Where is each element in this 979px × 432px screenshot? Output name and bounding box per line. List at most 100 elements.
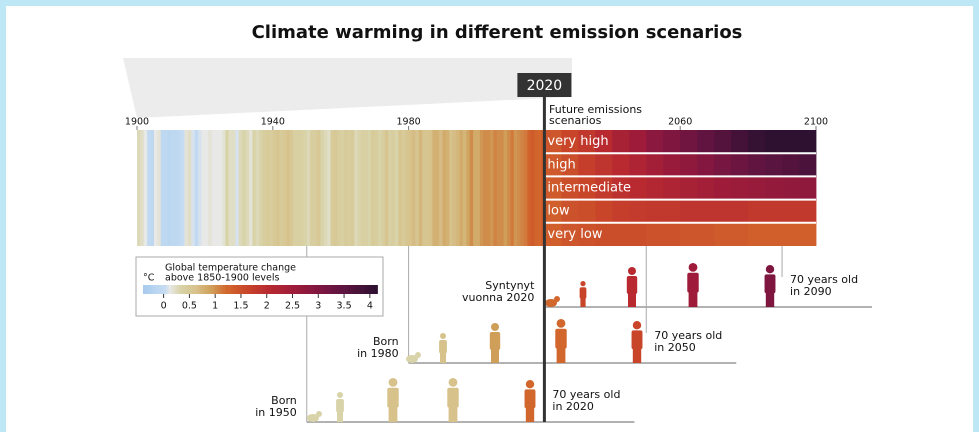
projection-shade: [123, 58, 572, 118]
legend-swatch: [328, 285, 332, 294]
stripe: [225, 130, 230, 246]
scenario-label: very low: [547, 227, 602, 242]
legend-swatch: [305, 285, 309, 294]
legend-swatch: [320, 285, 324, 294]
legend-tick-label: 0: [161, 301, 167, 312]
figure: [388, 378, 398, 387]
stripe: [449, 130, 454, 246]
figure: [554, 296, 560, 302]
stripe: [537, 130, 542, 246]
stripe: [228, 130, 233, 246]
legend-swatch: [351, 285, 355, 294]
stripe: [388, 130, 393, 246]
figure: [524, 389, 536, 409]
figure: [545, 299, 557, 307]
stripe: [232, 130, 236, 246]
legend-swatch: [253, 285, 257, 294]
legend-swatch: [344, 285, 347, 294]
legend-title: above 1850-1900 levels: [165, 273, 280, 284]
stripe: [500, 130, 505, 246]
scenario-stripe: [765, 222, 783, 246]
stripe: [218, 130, 223, 246]
scenario-stripe: [748, 222, 766, 246]
legend-swatch: [261, 285, 265, 294]
legend-swatch: [171, 285, 175, 294]
legend-swatch: [150, 285, 154, 294]
age-label: 70 years old: [552, 388, 620, 401]
scenario-stripe: [646, 130, 664, 154]
stripe: [401, 130, 406, 246]
legend-swatch: [199, 285, 203, 294]
legend-swatch: [155, 285, 159, 294]
legend-swatch: [326, 285, 329, 294]
scenario-stripe: [731, 130, 749, 154]
legend-swatch: [256, 285, 260, 294]
scenario-stripe: [646, 153, 664, 177]
x-tick-label: 2060: [668, 117, 692, 128]
legend-swatch: [179, 285, 182, 294]
stripe: [398, 130, 403, 246]
stripe: [381, 130, 386, 246]
stripe: [493, 130, 498, 246]
scenario-stripe: [544, 153, 562, 177]
legend-swatch: [271, 285, 275, 294]
stripe: [191, 130, 196, 246]
figure: [491, 323, 499, 331]
scenario-stripe: [765, 199, 783, 223]
stripe: [167, 130, 172, 246]
stripe: [198, 130, 202, 246]
stripe: [378, 130, 382, 246]
stripe: [245, 130, 250, 246]
scenario-stripe: [782, 222, 800, 246]
legend-swatch: [333, 285, 337, 294]
scenario-stripe: [663, 222, 681, 246]
stripe: [445, 130, 450, 246]
stripe: [490, 130, 494, 246]
stripe: [296, 130, 301, 246]
scenario-stripe: [748, 199, 766, 223]
scenario-stripe: [731, 199, 749, 223]
stripe: [208, 130, 213, 246]
legend-swatch: [372, 285, 376, 294]
figure: [580, 297, 586, 307]
figure: [632, 321, 642, 330]
legend-swatch: [331, 285, 335, 294]
generation-label: Born: [271, 394, 297, 407]
stripe: [530, 130, 535, 246]
legend-tick-label: 3.5: [337, 301, 352, 312]
stripe: [164, 130, 168, 246]
scenario-stripe: [714, 153, 732, 177]
stripe: [313, 130, 318, 246]
stripe: [418, 130, 423, 246]
legend-swatch: [189, 285, 193, 294]
scenario-stripe: [799, 153, 817, 177]
stripe: [140, 130, 145, 246]
generation-label: Syntynyt: [485, 279, 535, 292]
legend-swatch: [220, 285, 224, 294]
scenario-stripe: [697, 222, 715, 246]
scenario-stripe: [680, 153, 698, 177]
x-tick-label: 1980: [397, 117, 421, 128]
legend-unit: °C: [143, 273, 155, 284]
legend-swatch: [313, 285, 317, 294]
legend-swatch: [279, 285, 283, 294]
stripe: [411, 130, 416, 246]
scenario-stripe: [663, 176, 681, 200]
legend-swatch: [338, 285, 342, 294]
legend-swatch: [181, 285, 185, 294]
legend-tick-label: 0.5: [182, 301, 197, 312]
legend-swatch: [186, 285, 190, 294]
legend-swatch: [225, 285, 229, 294]
stripe: [153, 130, 158, 246]
figure: [555, 328, 567, 349]
legend-swatch: [153, 285, 157, 294]
legend-tick-label: 3: [315, 301, 321, 312]
scenario-stripe: [697, 130, 715, 154]
scenario-stripe: [544, 199, 562, 223]
scenario-stripe: [544, 176, 562, 200]
stripe: [364, 130, 369, 246]
scenario-stripe: [663, 199, 681, 223]
figure: [316, 411, 322, 417]
scenario-stripe: [714, 199, 732, 223]
stripe: [513, 130, 518, 246]
